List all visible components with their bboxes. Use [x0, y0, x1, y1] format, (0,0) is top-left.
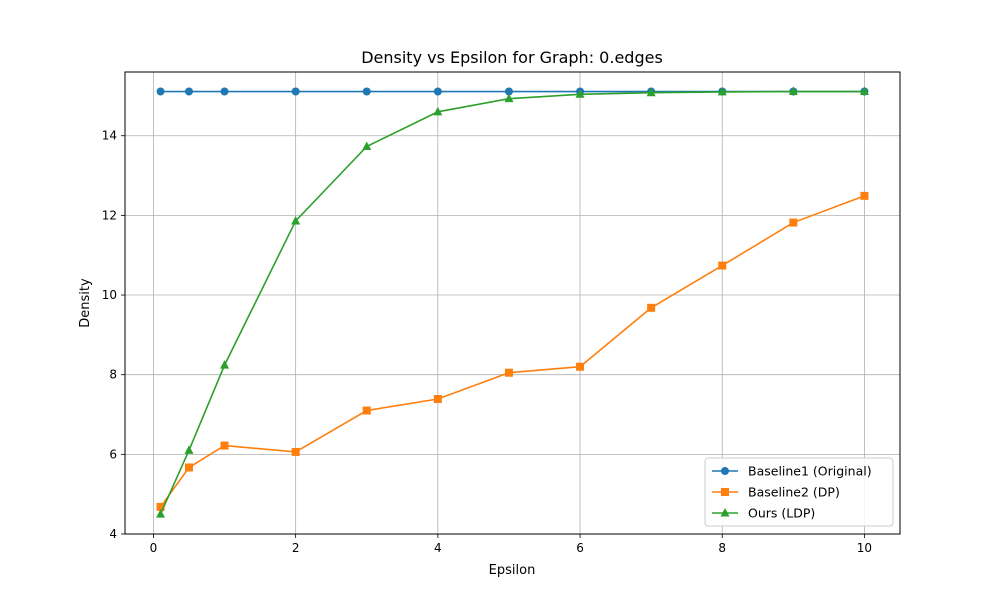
data-point	[291, 447, 300, 456]
data-point	[156, 509, 166, 518]
y-tick-label: 4	[109, 527, 117, 541]
data-point	[220, 87, 229, 96]
series-line	[159, 90, 865, 515]
x-tick-label: 0	[150, 541, 158, 555]
x-axis-label: Epsilon	[489, 563, 536, 578]
data-point	[859, 86, 869, 96]
data-point	[504, 87, 513, 96]
data-point	[184, 87, 193, 96]
x-tick-label: 8	[718, 541, 726, 555]
y-tick-label: 12	[102, 208, 117, 222]
series-layer	[156, 86, 869, 518]
x-tick-label: 6	[576, 541, 584, 555]
data-point	[860, 191, 869, 200]
y-axis-label: Density	[78, 278, 93, 328]
data-point	[576, 362, 585, 371]
data-point	[504, 368, 513, 377]
axis-ticks: 0 2 4 6 8 10 4 6 8 10 12 14	[102, 129, 872, 555]
data-point	[575, 89, 585, 98]
data-point	[362, 141, 372, 150]
legend-label: Baseline1 (Original)	[748, 464, 872, 479]
y-tick-label: 8	[109, 368, 117, 382]
legend: Baseline1 (Original) Baseline2 (DP) Ours (…	[704, 457, 894, 527]
data-point	[156, 502, 165, 511]
x-tick-label: 4	[434, 541, 442, 555]
legend-box	[704, 457, 894, 527]
data-point	[433, 87, 442, 96]
x-tick-label: 10	[857, 541, 872, 555]
data-point	[184, 445, 194, 454]
data-point	[718, 261, 727, 270]
data-point	[220, 360, 230, 369]
data-point	[717, 86, 727, 96]
legend-item: Baseline1 (Original)	[712, 464, 872, 479]
legend-label: Ours (LDP)	[748, 506, 815, 521]
y-tick-label: 10	[102, 288, 117, 302]
chart-title: Density vs Epsilon for Graph: 0.edges	[361, 48, 663, 67]
series-line	[159, 195, 865, 508]
data-point	[156, 87, 165, 96]
data-point	[291, 87, 300, 96]
legend-marker	[721, 488, 729, 496]
data-point	[788, 86, 798, 96]
data-point	[220, 441, 229, 450]
legend-marker	[720, 508, 730, 517]
data-point	[362, 406, 371, 415]
data-point	[362, 87, 371, 96]
data-point	[433, 394, 442, 403]
plot-frame	[124, 71, 901, 535]
series-3	[156, 86, 869, 518]
y-tick-label: 14	[102, 129, 117, 143]
data-point	[647, 303, 656, 312]
x-tick-label: 2	[292, 541, 300, 555]
data-point	[789, 218, 798, 227]
data-point	[291, 215, 301, 225]
legend-item: Ours (LDP)	[712, 506, 815, 521]
y-tick-label: 6	[109, 447, 117, 461]
legend-item: Baseline2 (DP)	[712, 485, 840, 500]
data-point	[184, 463, 193, 472]
legend-label: Baseline2 (DP)	[748, 485, 840, 500]
data-point	[433, 106, 443, 116]
legend-marker	[721, 467, 729, 475]
series-2	[156, 191, 869, 511]
data-point	[646, 87, 656, 97]
data-point	[504, 93, 514, 103]
